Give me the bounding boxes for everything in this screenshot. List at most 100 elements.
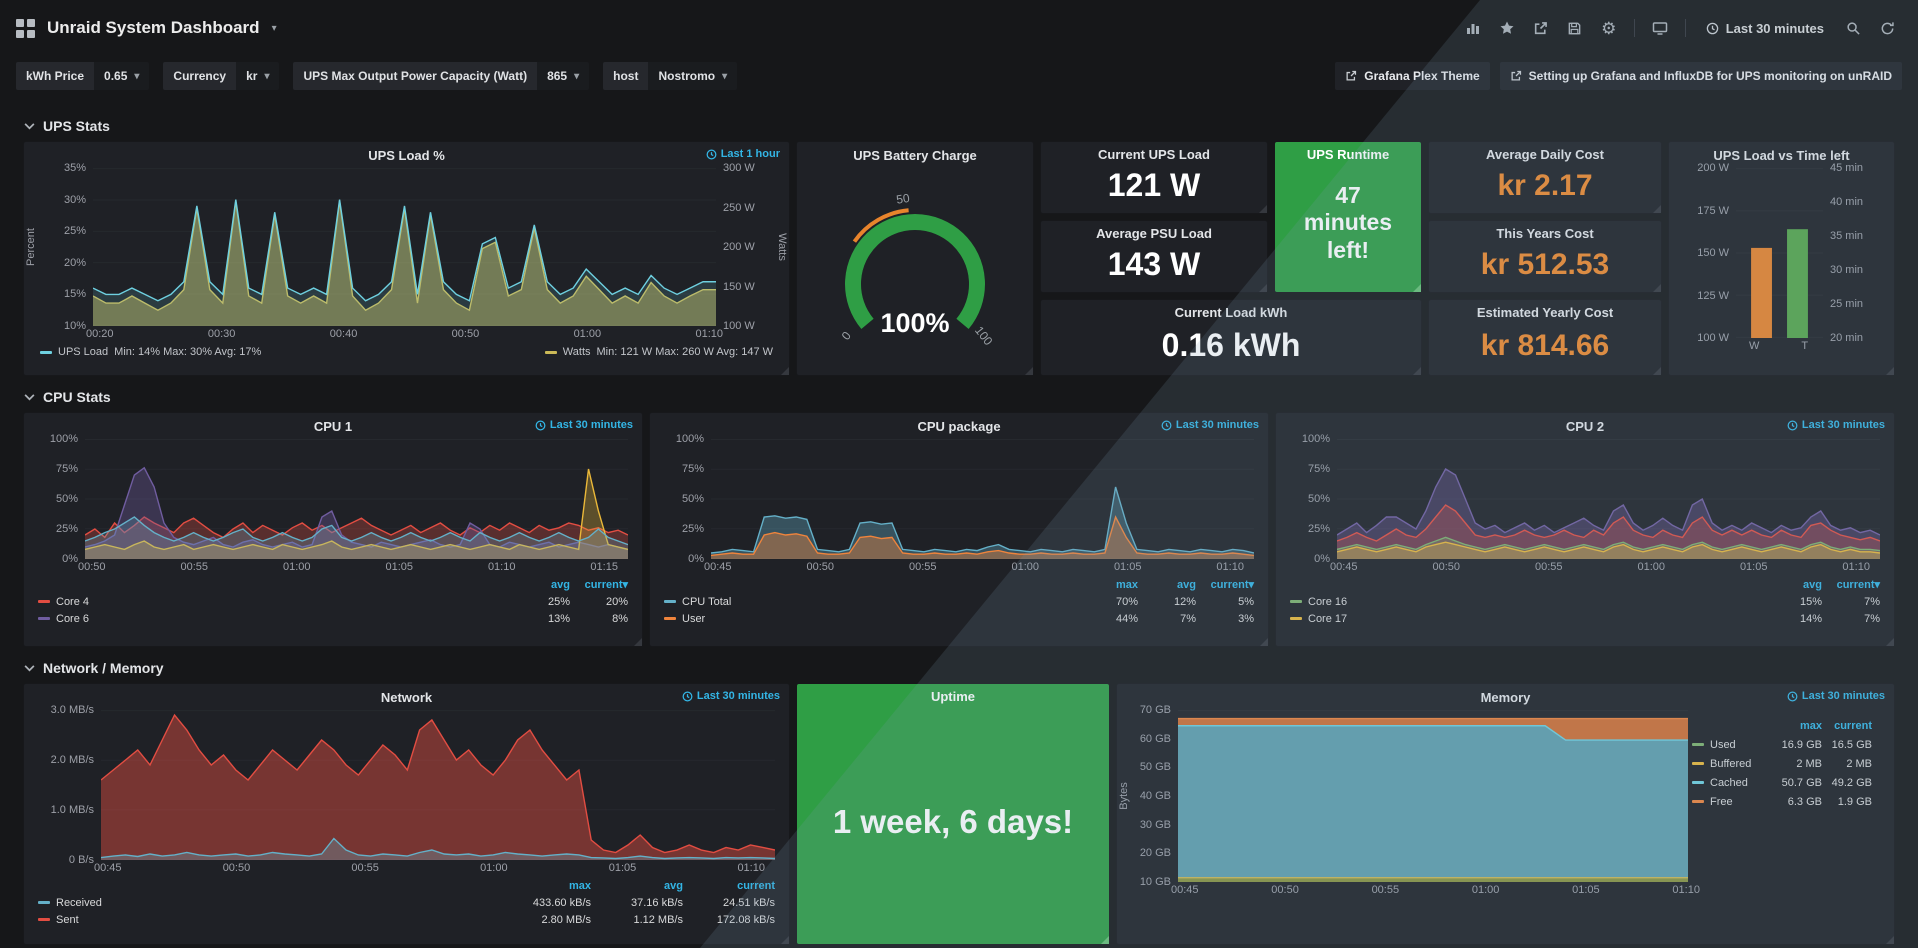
panel-time-badge[interactable]: Last 30 minutes bbox=[682, 690, 780, 702]
panel-title[interactable]: This Years Cost bbox=[1496, 226, 1594, 241]
series-name[interactable]: Core 4 bbox=[38, 596, 512, 608]
legend-column-header[interactable]: current bbox=[737, 879, 775, 892]
legend-value: 6.3 GB bbox=[1787, 795, 1822, 808]
panel-title[interactable]: CPU 1 Last 30 minutes bbox=[24, 413, 642, 439]
section-network-memory[interactable]: Network / Memory bbox=[24, 660, 1894, 676]
legend-column-header[interactable]: max bbox=[1799, 719, 1822, 732]
star-icon[interactable] bbox=[1492, 15, 1522, 41]
section-ups-stats[interactable]: UPS Stats bbox=[24, 118, 1894, 134]
title-caret-icon[interactable]: ▾ bbox=[271, 22, 277, 34]
legend-column-header[interactable]: current▾ bbox=[584, 579, 628, 591]
x-axis: 00:20 00:30 00:40 00:50 01:00 01:10 bbox=[86, 328, 723, 340]
series-name[interactable]: Free bbox=[1692, 796, 1772, 808]
link-grafana-plex-theme[interactable]: Grafana Plex Theme bbox=[1335, 62, 1490, 90]
axis-tick: 25% bbox=[63, 225, 86, 238]
share-icon[interactable] bbox=[1526, 15, 1556, 41]
panel-title[interactable]: Average Daily Cost bbox=[1485, 147, 1604, 162]
series-name[interactable]: User bbox=[664, 613, 1080, 625]
panel-time-badge[interactable]: Last 30 minutes bbox=[1787, 419, 1885, 431]
zoom-out-search-icon[interactable] bbox=[1838, 15, 1868, 41]
legend-item[interactable]: UPS Load Min: 14% Max: 30% Avg: 17% bbox=[40, 346, 261, 358]
variable-value[interactable]: 0.65 ▾ bbox=[94, 62, 150, 90]
panel-title[interactable]: Current Load kWh bbox=[1174, 305, 1288, 320]
x-axis: 00:45 00:50 00:55 01:00 01:05 01:10 bbox=[704, 561, 1244, 573]
legend-column-header[interactable]: avg bbox=[1177, 578, 1196, 591]
time-range-picker[interactable]: Last 30 minutes bbox=[1696, 21, 1834, 36]
panel-time-badge[interactable]: Last 30 minutes bbox=[535, 419, 633, 431]
legend-column-header[interactable]: max bbox=[568, 879, 591, 892]
ups-load-chart[interactable] bbox=[93, 168, 716, 326]
axis-tick: 150 W bbox=[1697, 247, 1729, 259]
legend-column-header[interactable]: current▾ bbox=[1210, 579, 1254, 591]
navbar-left: Unraid System Dashboard ▾ bbox=[16, 18, 277, 38]
variable-kwh-price[interactable]: kWh Price 0.65 ▾ bbox=[16, 62, 150, 90]
variable-ups-max-output[interactable]: UPS Max Output Power Capacity (Watt) 865… bbox=[293, 62, 590, 90]
axis-tick: 01:00 bbox=[1471, 884, 1500, 896]
series-name[interactable]: Cached bbox=[1692, 777, 1772, 789]
cpu1-chart[interactable] bbox=[85, 439, 628, 559]
series-name[interactable]: Used bbox=[1692, 739, 1772, 751]
add-panel-icon[interactable] bbox=[1458, 15, 1488, 41]
panel-title[interactable]: Estimated Yearly Cost bbox=[1476, 305, 1614, 320]
panel-title[interactable]: UPS Load % Last 1 hour bbox=[24, 142, 789, 168]
legend-item[interactable]: Watts Min: 121 W Max: 260 W Avg: 147 W bbox=[544, 346, 773, 358]
series-name[interactable]: Core 6 bbox=[38, 613, 512, 625]
legend-swatch bbox=[1290, 617, 1302, 620]
series-name[interactable]: Core 17 bbox=[1290, 613, 1764, 625]
cpu-package-chart[interactable] bbox=[711, 439, 1254, 559]
cycle-view-monitor-icon[interactable] bbox=[1645, 15, 1675, 41]
panel-time-badge[interactable]: Last 30 minutes bbox=[1787, 690, 1885, 702]
load-vs-time-chart[interactable] bbox=[1736, 168, 1823, 338]
series-name[interactable]: Core 16 bbox=[1290, 596, 1764, 608]
panel-title[interactable]: Current UPS Load bbox=[1098, 147, 1210, 162]
variable-currency[interactable]: Currency kr ▾ bbox=[163, 62, 280, 90]
panel-title[interactable]: CPU 2 Last 30 minutes bbox=[1276, 413, 1894, 439]
panel-title[interactable]: Memory Last 30 minutes bbox=[1117, 684, 1894, 710]
legend-column-header[interactable]: avg bbox=[1803, 578, 1822, 591]
variable-host[interactable]: host Nostromo ▾ bbox=[603, 62, 738, 90]
panel-title[interactable]: UPS Load vs Time left bbox=[1669, 142, 1894, 168]
panel-title[interactable]: CPU package Last 30 minutes bbox=[650, 413, 1268, 439]
axis-tick: 50% bbox=[1307, 493, 1330, 505]
axis-tick: 20 GB bbox=[1139, 847, 1171, 860]
panel-title[interactable]: UPS Runtime bbox=[1306, 147, 1390, 162]
link-setup-guide[interactable]: Setting up Grafana and InfluxDB for UPS … bbox=[1499, 62, 1902, 90]
legend-swatch bbox=[40, 350, 52, 354]
section-cpu-stats[interactable]: CPU Stats bbox=[24, 389, 1894, 405]
battery-gauge[interactable]: 0 50 100 100% bbox=[797, 168, 1033, 375]
legend-swatch bbox=[1692, 762, 1704, 765]
legend-column-header[interactable]: current bbox=[1834, 719, 1872, 732]
clock-icon bbox=[535, 420, 546, 430]
external-link-icon bbox=[1511, 70, 1521, 81]
axis-tick: 00:40 bbox=[329, 328, 358, 340]
legend-column-header[interactable]: avg bbox=[664, 879, 683, 892]
legend-column-header[interactable]: max bbox=[1115, 578, 1138, 591]
save-icon[interactable] bbox=[1560, 15, 1590, 41]
cpu2-chart[interactable] bbox=[1337, 439, 1880, 559]
legend-column-header[interactable]: avg bbox=[551, 578, 570, 591]
legend-value: 7% bbox=[1864, 612, 1880, 625]
variable-value-text: Nostromo bbox=[658, 69, 716, 83]
axis-tick: 01:05 bbox=[608, 862, 637, 874]
legend-column-header[interactable]: current▾ bbox=[1836, 579, 1880, 591]
variable-value[interactable]: 865 ▾ bbox=[537, 62, 590, 90]
panel-title[interactable]: Uptime bbox=[930, 689, 976, 704]
series-name[interactable]: Buffered bbox=[1692, 758, 1772, 770]
variable-value[interactable]: kr ▾ bbox=[236, 62, 280, 90]
panel-title[interactable]: Network Last 30 minutes bbox=[24, 684, 789, 710]
panel-title[interactable]: Average PSU Load bbox=[1096, 226, 1212, 241]
series-name[interactable]: Sent bbox=[38, 914, 499, 926]
series-name[interactable]: Received bbox=[38, 897, 499, 909]
series-name[interactable]: CPU Total bbox=[664, 596, 1080, 608]
network-chart[interactable] bbox=[101, 710, 775, 860]
apps-grid-icon[interactable] bbox=[16, 18, 35, 38]
memory-chart[interactable] bbox=[1178, 710, 1688, 882]
dashboard-title[interactable]: Unraid System Dashboard bbox=[47, 18, 260, 37]
refresh-icon[interactable] bbox=[1872, 15, 1902, 41]
variable-value[interactable]: Nostromo ▾ bbox=[648, 62, 738, 90]
settings-gear-icon[interactable]: ⚙ bbox=[1601, 18, 1617, 38]
panel-time-badge[interactable]: Last 30 minutes bbox=[1161, 419, 1259, 431]
panel-time-badge[interactable]: Last 1 hour bbox=[706, 148, 780, 160]
panel-title[interactable]: UPS Battery Charge bbox=[797, 142, 1033, 168]
